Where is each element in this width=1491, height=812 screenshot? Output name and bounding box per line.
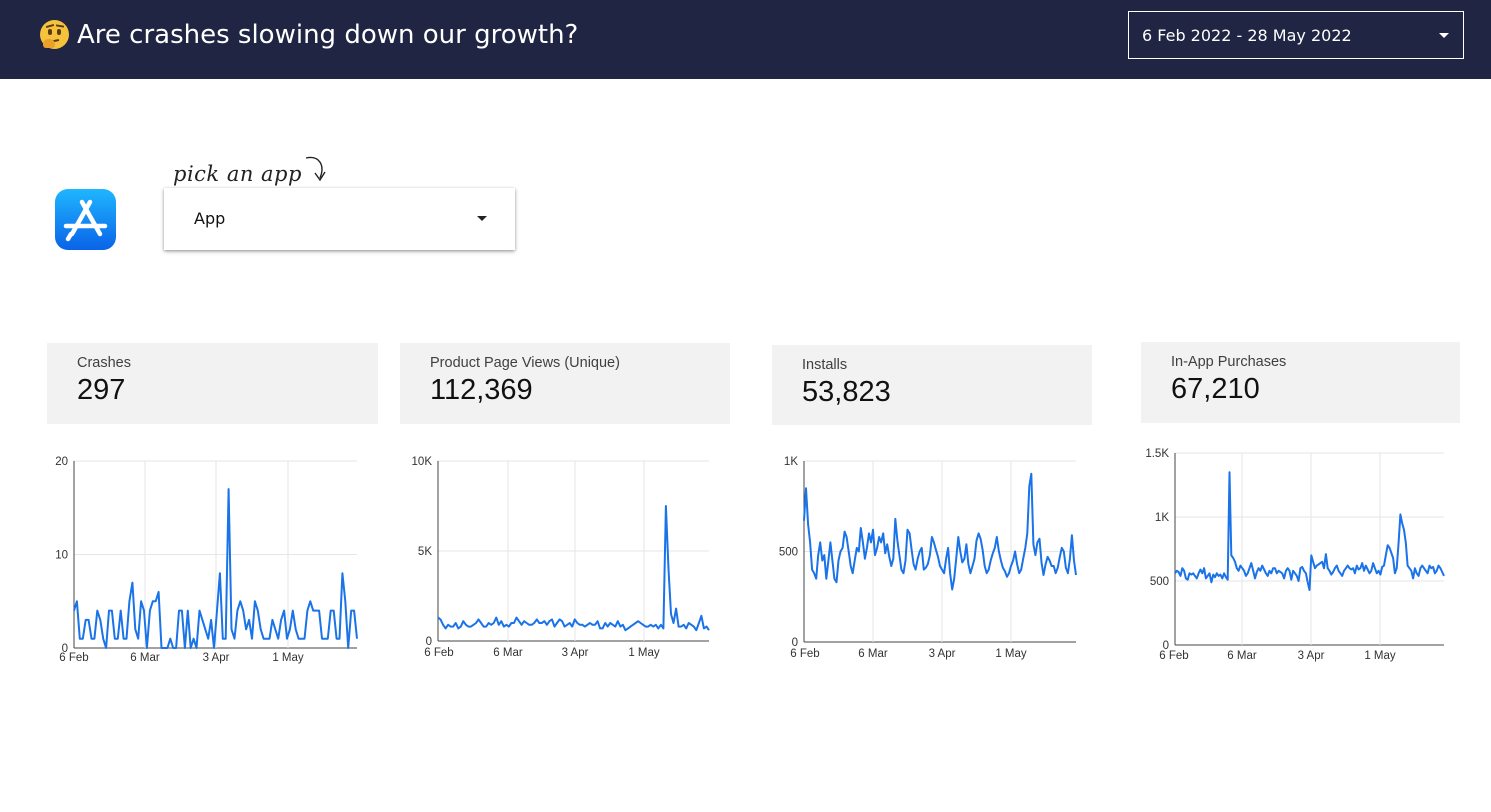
series-line	[73, 488, 358, 649]
date-range-select[interactable]: 6 Feb 2022 - 28 May 2022	[1128, 11, 1464, 59]
app-select[interactable]: App	[164, 188, 515, 250]
x-tick-label: 6 Feb	[790, 648, 819, 660]
y-tick-label: 1K	[1155, 512, 1169, 524]
y-tick-label: 10K	[412, 456, 433, 468]
pick-app-hint: pick an app	[173, 156, 326, 186]
series-line	[437, 505, 710, 632]
x-tick-label: 1 May	[272, 652, 304, 664]
thinking-face-icon	[40, 19, 69, 49]
x-tick-label: 3 Apr	[203, 652, 230, 664]
kpi-value: 53,823	[802, 376, 891, 408]
kpi-label: Crashes	[77, 355, 131, 371]
page-title-text: Are crashes slowing down our growth?	[77, 20, 579, 50]
x-tick-label: 1 May	[628, 647, 660, 659]
x-tick-label: 6 Mar	[1227, 650, 1257, 662]
in-app-purchases-chart: 0 500 1K 1.5K 6 Feb 6 Mar 3 Apr 1 May	[1145, 448, 1445, 662]
installs-chart: 0 500 1K 6 Feb 6 Mar 3 Apr 1 May	[779, 456, 1077, 660]
x-tick-label: 6 Feb	[59, 652, 88, 664]
crashes-chart: 0 10 20 6 Feb 6 Mar 3 Apr 1 May	[55, 456, 358, 664]
chevron-down-icon	[1439, 33, 1449, 38]
x-tick-label: 6 Feb	[1159, 650, 1188, 662]
kpi-label: Installs	[802, 357, 848, 373]
x-tick-label: 6 Mar	[858, 648, 888, 660]
y-tick-label: 1K	[784, 456, 798, 468]
y-tick-label: 1.5K	[1145, 448, 1169, 460]
x-tick-label: 3 Apr	[929, 648, 956, 660]
kpi-card-page-views: Product Page Views (Unique) 112,369	[400, 343, 730, 424]
y-tick-label: 500	[779, 547, 798, 559]
page-title: Are crashes slowing down our growth?	[40, 17, 578, 53]
chevron-down-icon	[477, 216, 487, 221]
app-select-value: App	[194, 209, 226, 228]
kpi-card-in-app-purchases: In-App Purchases 67,210	[1141, 342, 1460, 423]
kpi-card-installs: Installs 53,823	[772, 345, 1092, 425]
series-line	[803, 472, 1077, 591]
x-tick-label: 6 Mar	[130, 652, 160, 664]
kpi-card-crashes: Crashes 297	[47, 343, 378, 424]
y-tick-label: 5K	[418, 546, 432, 558]
x-tick-label: 1 May	[995, 648, 1027, 660]
y-tick-label: 20	[55, 456, 68, 468]
y-tick-label: 0	[62, 643, 68, 655]
x-tick-label: 3 Apr	[1298, 650, 1325, 662]
header-bar: Are crashes slowing down our growth? 6 F…	[0, 0, 1491, 79]
kpi-label: Product Page Views (Unique)	[430, 355, 620, 371]
kpi-label: In-App Purchases	[1171, 354, 1287, 370]
y-tick-label: 500	[1150, 576, 1169, 588]
x-tick-label: 3 Apr	[562, 647, 589, 659]
kpi-value: 67,210	[1171, 373, 1260, 405]
page-views-chart: 0 5K 10K 6 Feb 6 Mar 3 Apr 1 May	[412, 456, 710, 659]
app-store-icon	[55, 189, 116, 250]
x-tick-label: 1 May	[1364, 650, 1396, 662]
y-tick-label: 0	[426, 636, 432, 648]
y-tick-label: 10	[55, 550, 68, 562]
y-tick-label: 0	[1163, 640, 1169, 652]
x-tick-label: 6 Feb	[424, 647, 453, 659]
series-line	[1174, 471, 1445, 591]
kpi-value: 112,369	[430, 374, 533, 406]
kpi-value: 297	[77, 374, 126, 406]
x-tick-label: 6 Mar	[493, 647, 523, 659]
pick-app-hint-text: pick an app	[173, 162, 302, 186]
date-range-value: 6 Feb 2022 - 28 May 2022	[1142, 26, 1352, 45]
y-tick-label: 0	[792, 637, 798, 649]
